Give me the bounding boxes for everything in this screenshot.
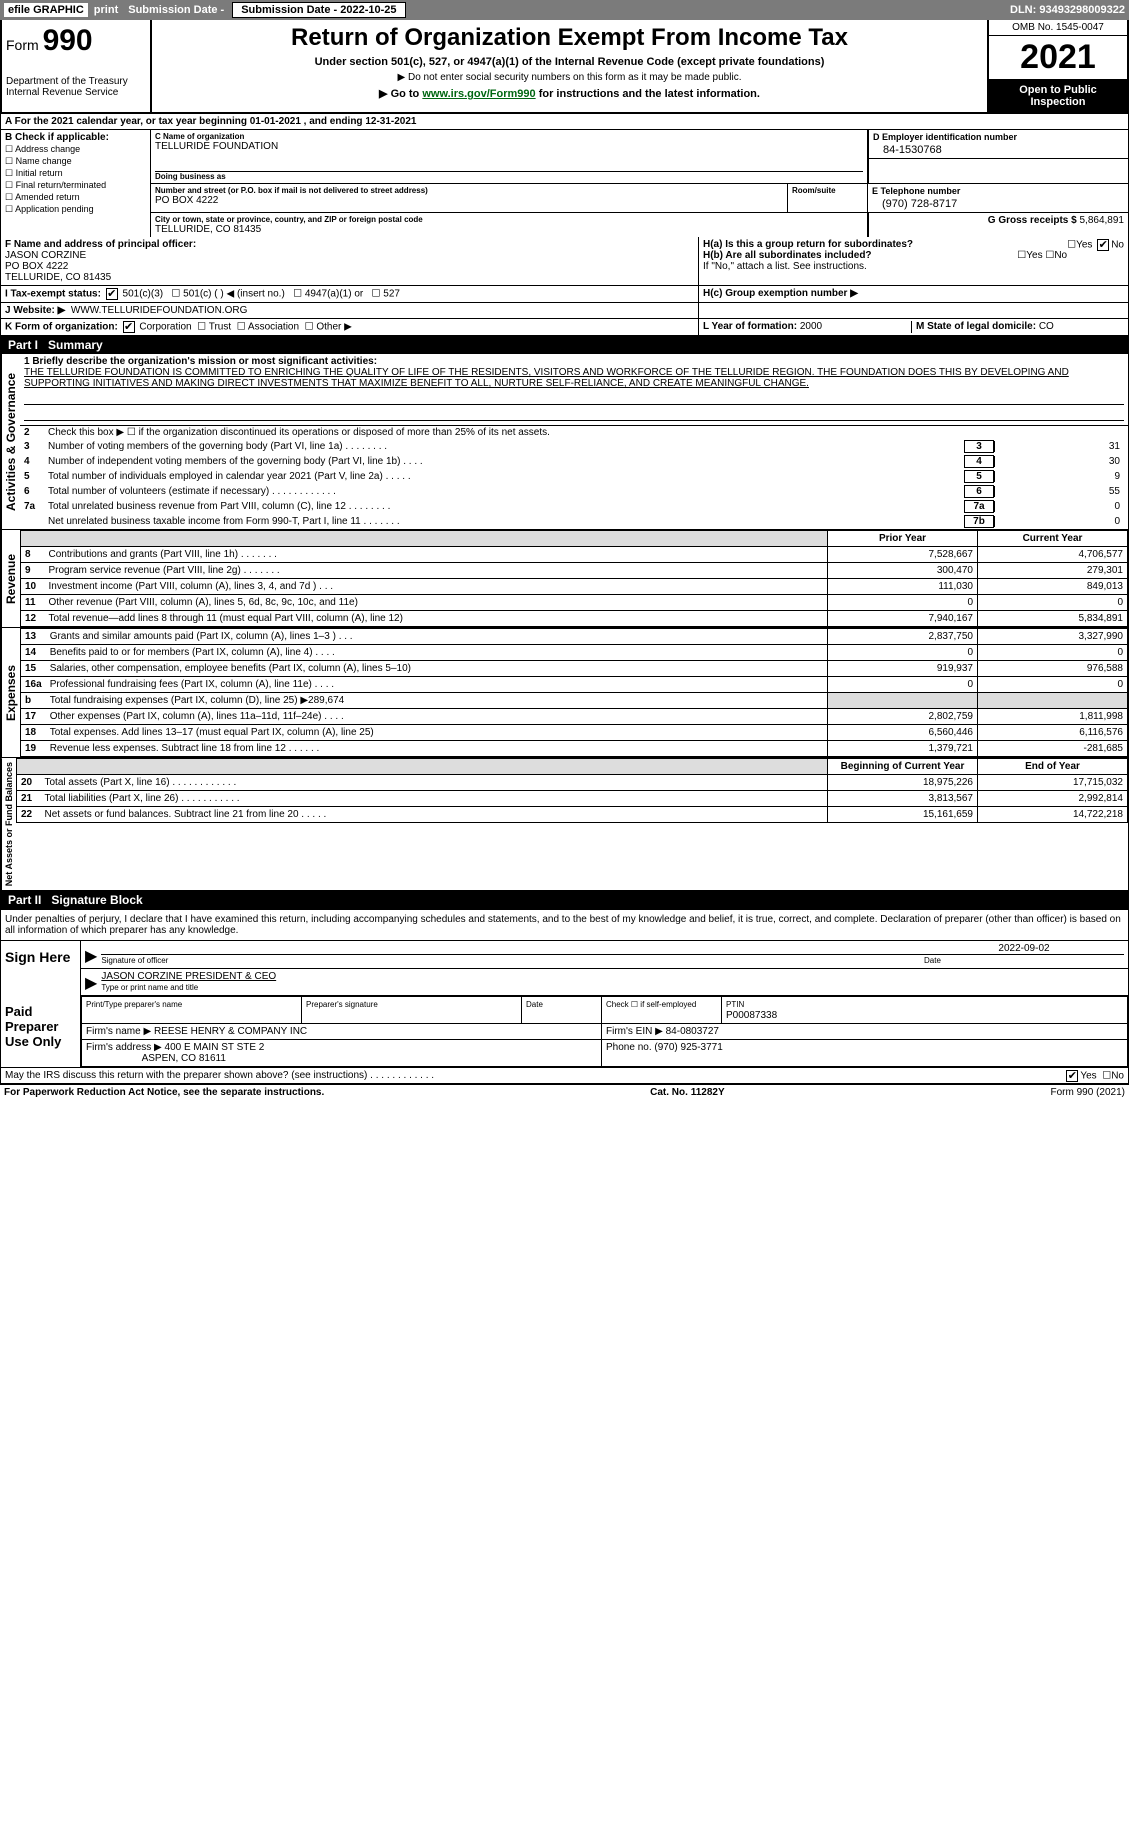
paid-preparer-label: Paid Preparer Use Only	[1, 996, 81, 1067]
chk-name-change[interactable]: Name change	[5, 156, 146, 167]
subdate-label: Submission Date -	[128, 4, 224, 16]
irs-link[interactable]: www.irs.gov/Form990	[422, 88, 535, 100]
firm-ein: 84-0803727	[666, 1026, 719, 1037]
state-domicile: CO	[1039, 321, 1054, 332]
sig-date: 2022-09-02	[924, 943, 1124, 955]
firm-phone: (970) 925-3771	[654, 1042, 722, 1053]
goto-link: ▶ Go to www.irs.gov/Form990 for instruct…	[156, 87, 983, 100]
efile-header: efile GRAPHIC print Submission Date - Su…	[0, 0, 1129, 20]
city-state-zip: TELLURIDE, CO 81435	[155, 224, 863, 235]
arrow-icon: ▶	[85, 946, 97, 966]
year-formation: 2000	[800, 321, 822, 332]
chk-final-return[interactable]: Final return/terminated	[5, 180, 146, 191]
ssn-note: ▶ Do not enter social security numbers o…	[156, 72, 983, 83]
col-b-checkboxes: B Check if applicable: Address change Na…	[1, 130, 151, 237]
signature-block: Under penalties of perjury, I declare th…	[0, 909, 1129, 1084]
phone: (970) 728-8717	[872, 198, 1124, 210]
open-inspection: Open to Public Inspection	[989, 80, 1127, 112]
preparer-table: Print/Type preparer's name Preparer's si…	[81, 996, 1128, 1067]
tax-year: 2021	[989, 36, 1127, 80]
irs-label: Internal Revenue Service	[6, 87, 146, 98]
revenue-table: Prior YearCurrent Year 8Contributions an…	[20, 530, 1128, 627]
side-revenue: Revenue	[1, 530, 20, 627]
part1-body: Activities & Governance 1 Briefly descri…	[0, 354, 1129, 530]
may-irs-discuss: May the IRS discuss this return with the…	[1, 1067, 1128, 1083]
section-fk: F Name and address of principal officer:…	[0, 237, 1129, 336]
form-subtitle: Under section 501(c), 527, or 4947(a)(1)…	[156, 56, 983, 68]
omb-number: OMB No. 1545-0047	[989, 20, 1127, 36]
firm-addr1: 400 E MAIN ST STE 2	[165, 1042, 265, 1053]
chk-initial-return[interactable]: Initial return	[5, 168, 146, 179]
arrow-icon: ▶	[85, 973, 97, 993]
part2-header: Part IISignature Block	[0, 891, 1129, 909]
sig-intro: Under penalties of perjury, I declare th…	[1, 910, 1128, 941]
sign-here-label: Sign Here	[1, 941, 81, 996]
chk-501c3	[106, 288, 118, 300]
hb-no-check	[1097, 239, 1109, 251]
dln: DLN: 93493298009322	[1010, 4, 1125, 16]
side-netassets: Net Assets or Fund Balances	[1, 758, 16, 890]
officer-printed: JASON CORZINE PRESIDENT & CEO	[101, 971, 1124, 982]
website: WWW.TELLURIDEFOUNDATION.ORG	[71, 305, 247, 316]
print-link[interactable]: print	[94, 4, 118, 16]
form-header: Form 990 Department of the Treasury Inte…	[0, 20, 1129, 114]
expenses-table: 13Grants and similar amounts paid (Part …	[20, 628, 1128, 757]
chk-amended[interactable]: Amended return	[5, 192, 146, 203]
part1-header: Part ISummary	[0, 336, 1129, 354]
form-label: Form 990	[6, 24, 146, 58]
org-name: TELLURIDE FOUNDATION	[155, 141, 863, 152]
efile-label: efile GRAPHIC	[4, 3, 88, 17]
officer-name: JASON CORZINE	[5, 250, 86, 261]
row-a-tax-year: A For the 2021 calendar year, or tax yea…	[0, 114, 1129, 130]
ein: 84-1530768	[873, 144, 1124, 156]
ptin: P00087338	[726, 1010, 777, 1021]
gross-receipts: 5,864,891	[1080, 215, 1125, 226]
mission-text: THE TELLURIDE FOUNDATION IS COMMITTED TO…	[24, 367, 1069, 389]
firm-name: REESE HENRY & COMPANY INC	[154, 1026, 307, 1037]
col-c-org-info: C Name of organization TELLURIDE FOUNDAT…	[151, 130, 1128, 237]
page-footer: For Paperwork Reduction Act Notice, see …	[0, 1084, 1129, 1100]
chk-pending[interactable]: Application pending	[5, 204, 146, 215]
side-expenses: Expenses	[1, 628, 20, 757]
form-title: Return of Organization Exempt From Incom…	[156, 24, 983, 52]
side-governance: Activities & Governance	[1, 354, 20, 529]
chk-address-change[interactable]: Address change	[5, 144, 146, 155]
expenses-section: Expenses 13Grants and similar amounts pa…	[0, 628, 1129, 758]
irs-yes-check	[1066, 1070, 1078, 1082]
section-bc: B Check if applicable: Address change Na…	[0, 130, 1129, 237]
netassets-section: Net Assets or Fund Balances Beginning of…	[0, 758, 1129, 891]
dept-treasury: Department of the Treasury	[6, 76, 146, 87]
chk-corp	[123, 321, 135, 333]
street-address: PO BOX 4222	[155, 195, 783, 206]
submission-date-box: Submission Date - 2022-10-25	[232, 2, 405, 18]
netassets-table: Beginning of Current YearEnd of Year 20T…	[16, 758, 1128, 823]
revenue-section: Revenue Prior YearCurrent Year 8Contribu…	[0, 530, 1129, 628]
